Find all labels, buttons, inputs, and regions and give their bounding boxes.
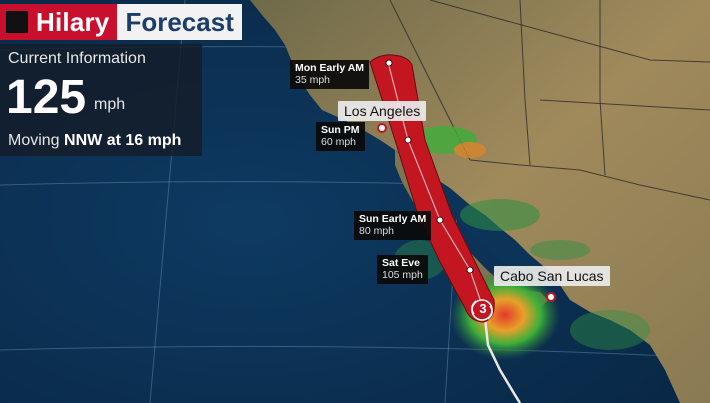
past-track xyxy=(483,317,522,403)
track-dots xyxy=(385,59,474,274)
current-info-panel: Current Information 125 mph Moving NNW a… xyxy=(0,44,202,156)
storm-name: Hilary xyxy=(36,6,110,37)
wind-unit: mph xyxy=(94,96,126,113)
panel-title: Current Information xyxy=(8,50,146,67)
city-label-los-angeles: Los Angeles xyxy=(338,101,427,121)
city-dots xyxy=(377,123,556,302)
header-banner: Hilary Forecast xyxy=(0,4,242,40)
header-storm-name: Hilary xyxy=(0,4,118,40)
city-label-cabo-san-lucas: Cabo San Lucas xyxy=(494,266,610,286)
movement-value: NNW at 16 mph xyxy=(64,132,182,149)
city-dot-los-angeles xyxy=(377,123,387,133)
borders xyxy=(389,0,710,201)
forecast-cone xyxy=(369,54,495,323)
city-dot-cabo-san-lucas xyxy=(546,292,556,302)
movement-text: Moving NNW at 16 mph xyxy=(8,132,182,149)
product-title: Forecast xyxy=(125,6,234,37)
track-label-mon-early-am: Mon Early AM 35 mph xyxy=(290,60,370,89)
precipitation xyxy=(394,126,650,350)
track-label-sun-early-am: Sun Early AM 80 mph xyxy=(354,211,432,240)
track-label-sun-pm: Sun PM 60 mph xyxy=(316,122,365,151)
header-product: Forecast xyxy=(117,4,242,40)
wind-speed: 125 xyxy=(6,71,87,124)
storm-category: 3 xyxy=(479,301,487,316)
track-label-sat-eve: Sat Eve 105 mph xyxy=(377,255,428,284)
hurricane-symbol-icon xyxy=(471,299,493,321)
gulf-of-california xyxy=(430,175,555,288)
logo-square-icon xyxy=(6,11,28,33)
